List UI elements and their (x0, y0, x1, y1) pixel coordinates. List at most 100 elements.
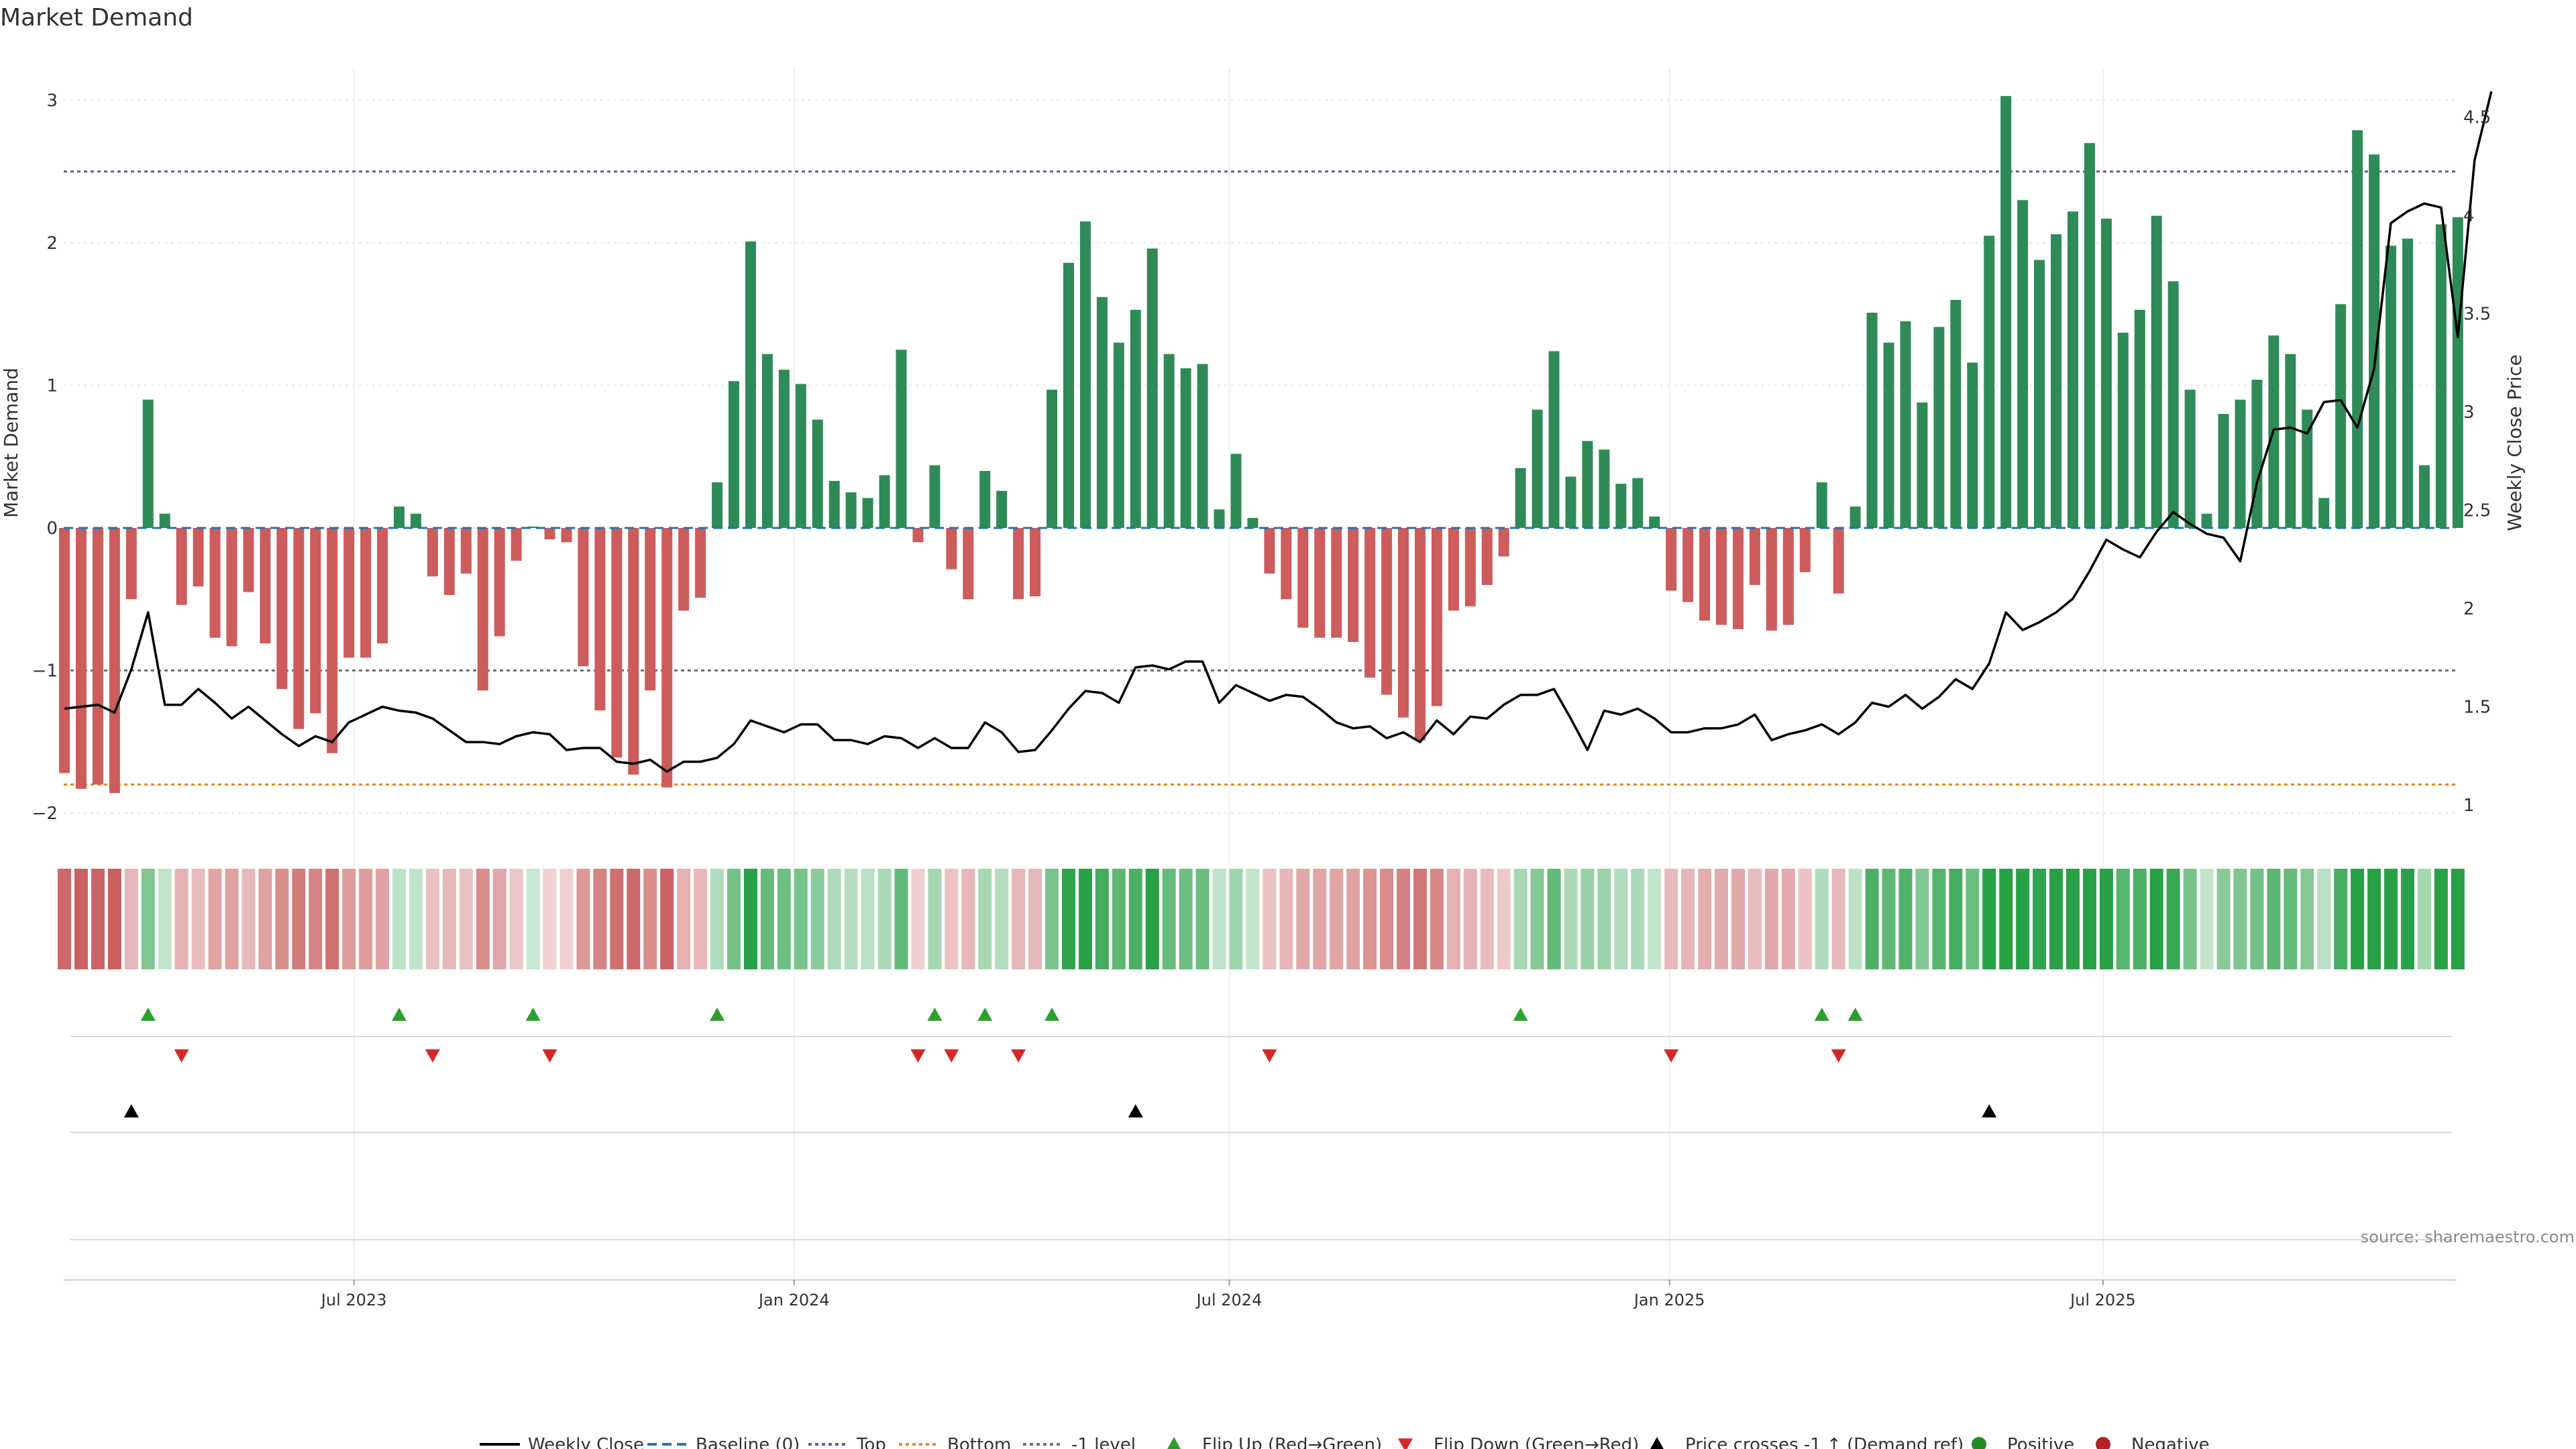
heat-cell (1078, 869, 1092, 969)
heat-cell (1949, 869, 1963, 969)
flip-up-marker (1847, 1008, 1863, 1021)
heat-cell (660, 869, 674, 969)
heat-cell (1463, 869, 1477, 969)
heat-cell (1413, 869, 1427, 969)
legend-swatch-triangle-up (1650, 1437, 1664, 1449)
demand-bar (75, 528, 87, 789)
flip-up-marker (1513, 1008, 1528, 1021)
heat-cell (91, 869, 105, 969)
heat-cell (2367, 869, 2381, 969)
heat-cell (1513, 869, 1527, 969)
y-tick-left: 3 (46, 91, 58, 111)
heat-cell (827, 869, 841, 969)
heat-cell (1564, 869, 1578, 969)
heat-cell (1480, 869, 1494, 969)
demand-bar (1130, 309, 1141, 528)
flip-up-marker (392, 1008, 407, 1021)
demand-bar (460, 528, 472, 574)
demand-bar (1096, 297, 1108, 528)
weekly-close-line (64, 91, 2493, 773)
heat-cell (1932, 869, 1946, 969)
heat-cell (1664, 869, 1678, 969)
heat-cell (961, 869, 975, 969)
demand-bar (427, 528, 438, 577)
y-axis-label-left: Market Demand (0, 368, 22, 518)
demand-bar (1046, 389, 1058, 528)
chart-title: Market Demand (0, 4, 193, 32)
demand-bar (2435, 224, 2447, 528)
heat-cell (2099, 869, 2113, 969)
legend-label: Positive (2007, 1435, 2074, 1449)
heat-cell (376, 869, 390, 969)
demand-bar (1950, 300, 1962, 528)
demand-bar (1782, 528, 1794, 625)
demand-bar (812, 419, 823, 528)
demand-bar (360, 528, 372, 658)
demand-bar (879, 475, 890, 528)
heat-strip (58, 869, 2465, 969)
demand-bar (2335, 304, 2347, 528)
demand-bar (1230, 453, 1242, 528)
demand-bar (310, 528, 321, 714)
legend-label: Price crosses -1 ↑ (Demand ref) (1685, 1435, 1964, 1449)
heat-cell (1397, 869, 1410, 969)
heat-cell (2166, 869, 2180, 969)
demand-bar (678, 528, 690, 611)
demand-bar (2184, 389, 2196, 528)
heat-cell (743, 869, 757, 969)
heat-cell (2216, 869, 2231, 969)
heat-cell (509, 869, 523, 969)
demand-bar (996, 490, 1008, 528)
heat-cell (677, 869, 691, 969)
demand-bar (729, 381, 739, 528)
heat-cell (2334, 869, 2348, 969)
flip-down-marker (542, 1049, 557, 1063)
heat-cell (2049, 869, 2063, 969)
demand-bar (2000, 96, 2012, 528)
demand-bar (1079, 221, 1091, 528)
heat-cell (894, 869, 908, 969)
demand-bar (1431, 528, 1442, 706)
heat-cell (727, 869, 741, 969)
heat-cell (760, 869, 774, 969)
demand-bar (2452, 217, 2463, 528)
x-tick-label: Jul 2023 (320, 1291, 387, 1309)
demand-bar (1599, 449, 1610, 528)
heat-cell (2133, 869, 2147, 969)
demand-bar (1933, 327, 1945, 528)
heat-cell (794, 869, 808, 969)
demand-bar (1063, 262, 1074, 528)
y-tick-right: 3 (2463, 402, 2475, 423)
flip-down-marker (944, 1049, 959, 1063)
demand-bar (745, 241, 756, 528)
demand-bar (176, 528, 187, 605)
demand-bar (2318, 498, 2330, 528)
demand-bar (2235, 399, 2246, 528)
heat-cell (58, 869, 71, 969)
demand-bar (2134, 309, 2145, 528)
heat-cell (576, 869, 590, 969)
heat-cell (1313, 869, 1327, 969)
heat-cell (2250, 869, 2264, 969)
demand-bar (377, 528, 388, 644)
demand-bar (477, 528, 488, 691)
x-tick-label: Jan 2025 (1633, 1291, 1705, 1309)
heat-cell (928, 869, 942, 969)
heat-cell (492, 869, 506, 969)
x-tick-label: Jul 2024 (1195, 1291, 1263, 1309)
demand-bar (443, 528, 455, 595)
heat-cell (1062, 869, 1075, 969)
demand-bar (628, 528, 639, 775)
main-grid (64, 67, 2455, 1278)
demand-bar (578, 528, 589, 667)
demand-bar (2402, 238, 2413, 528)
heat-cell (359, 869, 373, 969)
demand-bar (1866, 313, 1878, 528)
heat-cell (174, 869, 189, 969)
heat-cell (1045, 869, 1059, 969)
heat-cell (1597, 869, 1611, 969)
demand-bar (1682, 528, 1694, 602)
heat-cell (1815, 869, 1829, 969)
demand-bar (2100, 218, 2112, 528)
demand-bar (1180, 368, 1191, 528)
